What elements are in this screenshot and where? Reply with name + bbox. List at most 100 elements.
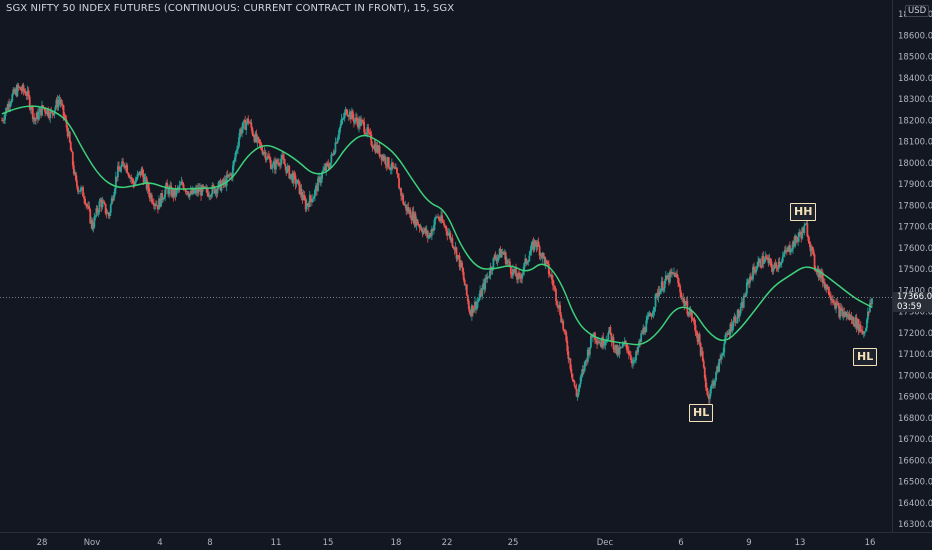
candle-body bbox=[314, 189, 316, 198]
candle-body bbox=[463, 279, 466, 286]
candle-body bbox=[160, 193, 162, 207]
annotation-hh[interactable]: HH bbox=[790, 203, 817, 221]
candle-body bbox=[206, 188, 209, 193]
candle-body bbox=[666, 275, 669, 280]
candle-body bbox=[704, 377, 707, 388]
candle-body bbox=[546, 261, 549, 265]
candle-body bbox=[742, 295, 745, 308]
candle-body bbox=[636, 351, 638, 353]
candle-body bbox=[70, 150, 73, 153]
annotation-hl-dec16[interactable]: HL bbox=[853, 348, 878, 366]
candle-body bbox=[586, 349, 589, 362]
candle-body bbox=[412, 211, 415, 223]
candle-body bbox=[862, 333, 865, 335]
candle-body bbox=[707, 395, 710, 400]
candle-body bbox=[611, 337, 614, 342]
candle-body bbox=[349, 111, 352, 120]
candle-body bbox=[750, 276, 752, 278]
annotation-hl-dec6[interactable]: HL bbox=[689, 404, 714, 422]
candle-body bbox=[552, 279, 554, 286]
price-tick-label: 17900.0 bbox=[898, 180, 932, 190]
time-tick-label: 18 bbox=[391, 538, 402, 548]
candle-body bbox=[563, 329, 566, 331]
candle-body bbox=[7, 103, 10, 111]
candle-body bbox=[226, 174, 229, 177]
candle-body bbox=[833, 302, 835, 304]
candle-body bbox=[186, 191, 189, 195]
candle-body bbox=[839, 307, 842, 318]
currency-label[interactable]: USD bbox=[905, 5, 930, 17]
candle-body bbox=[573, 381, 576, 386]
candle-body bbox=[450, 238, 453, 240]
candle-body bbox=[248, 122, 251, 124]
candle-body bbox=[200, 188, 202, 196]
candle-body bbox=[623, 340, 626, 344]
candle-body bbox=[141, 168, 144, 175]
candle-body bbox=[27, 90, 30, 97]
candle-body bbox=[129, 177, 132, 178]
candle-body bbox=[348, 111, 351, 117]
candle-body bbox=[277, 162, 279, 164]
candle-body bbox=[402, 194, 405, 204]
candle-body bbox=[170, 185, 173, 197]
candle-body bbox=[771, 267, 774, 272]
candle-body bbox=[23, 91, 26, 93]
candle-body bbox=[178, 185, 181, 189]
candle-body bbox=[625, 343, 628, 350]
candle-body bbox=[139, 171, 142, 176]
candle-body bbox=[44, 108, 46, 113]
candle-body bbox=[362, 120, 365, 122]
candle-body bbox=[434, 217, 436, 225]
candle-body bbox=[10, 101, 13, 104]
candle-body bbox=[808, 241, 811, 244]
candle-body bbox=[652, 311, 655, 314]
candle-body bbox=[12, 89, 15, 95]
candle-body bbox=[633, 360, 635, 362]
candle-body bbox=[119, 169, 121, 172]
candle-body bbox=[419, 227, 422, 229]
candle-body bbox=[480, 290, 483, 297]
candle-body bbox=[343, 112, 346, 118]
candle-body bbox=[19, 87, 22, 91]
candle-body bbox=[598, 341, 600, 344]
candle-body bbox=[100, 199, 103, 208]
candle-body bbox=[476, 302, 478, 309]
candle-body bbox=[192, 188, 195, 194]
candle-body bbox=[822, 282, 825, 284]
candle-body bbox=[312, 197, 315, 199]
candle-body bbox=[156, 205, 158, 206]
candle-body bbox=[62, 105, 65, 116]
candle-body bbox=[665, 275, 668, 280]
candle-body bbox=[387, 157, 390, 168]
price-tick-label: 17000.0 bbox=[898, 371, 932, 381]
candle-body bbox=[222, 179, 225, 184]
candle-body bbox=[508, 261, 511, 268]
candle-body bbox=[431, 228, 434, 231]
price-axis[interactable]: 16300.0 16400.0 16500.0 16600.0 16700.0 16800… bbox=[892, 0, 932, 550]
candle-body bbox=[378, 145, 381, 157]
candle-body bbox=[725, 334, 728, 336]
candle-body bbox=[782, 254, 785, 257]
candle-body bbox=[52, 113, 55, 116]
candle-body bbox=[768, 258, 771, 264]
candle-body bbox=[262, 152, 265, 155]
time-tick-label: 15 bbox=[323, 538, 334, 548]
candle-body bbox=[844, 311, 847, 317]
candle-body bbox=[292, 173, 295, 183]
candle-body bbox=[382, 155, 385, 161]
candle-body bbox=[227, 174, 230, 177]
candle-body bbox=[269, 159, 272, 169]
candle-body bbox=[603, 344, 606, 346]
candle-body bbox=[529, 251, 532, 256]
candle-body bbox=[492, 257, 495, 269]
time-axis[interactable]: 28 Nov 4 8 11 15 18 22 25 Dec 6 9 13 16 bbox=[0, 532, 932, 549]
candle-body bbox=[803, 225, 806, 233]
candle-body bbox=[57, 100, 60, 108]
candle-body bbox=[597, 341, 599, 344]
candle-body bbox=[729, 323, 732, 335]
candle-body bbox=[446, 231, 449, 236]
candle-body bbox=[602, 337, 605, 346]
candle-body bbox=[74, 172, 77, 181]
candle-body bbox=[356, 117, 358, 122]
